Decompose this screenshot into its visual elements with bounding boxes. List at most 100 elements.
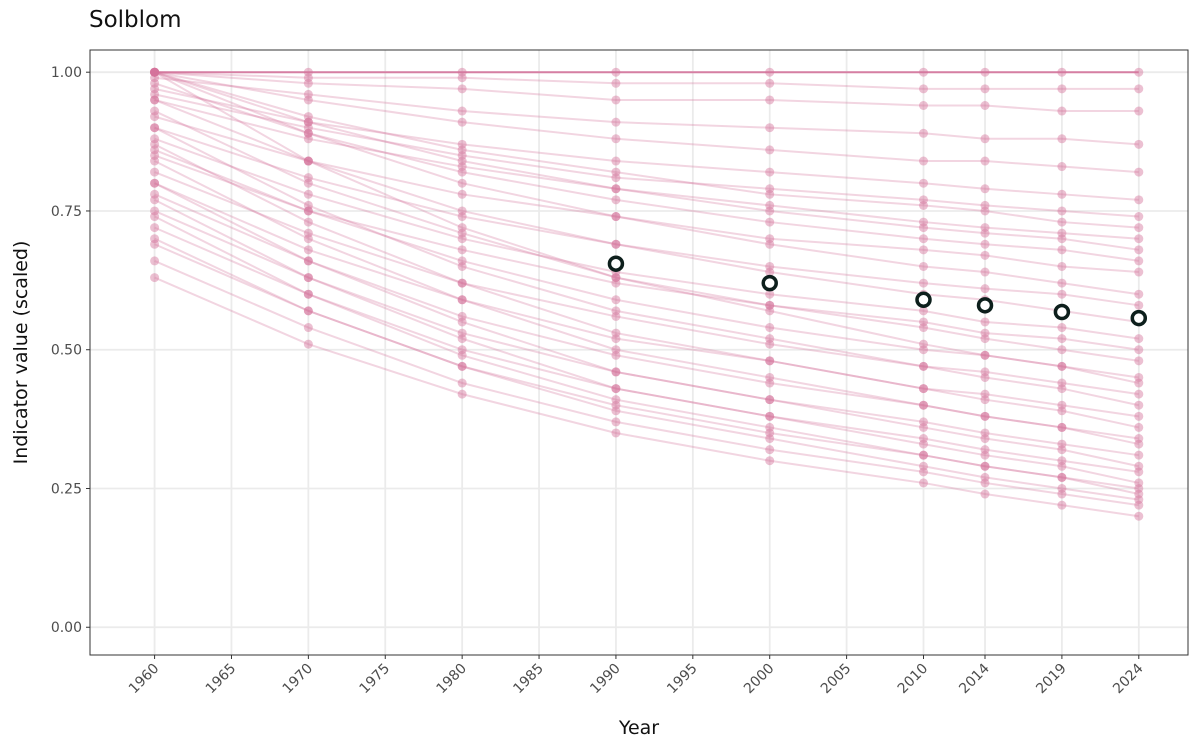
series-point [611, 167, 621, 177]
series-point [150, 67, 160, 77]
series-point [765, 339, 775, 349]
x-tick-label: 1990 [587, 661, 624, 698]
series-point [918, 84, 928, 94]
series-point [980, 134, 990, 144]
series-point [918, 434, 928, 444]
series-line [154, 182, 1139, 418]
y-axis-label: Indicator value (scaled) [10, 241, 32, 465]
series-point [918, 400, 928, 410]
series-point [611, 78, 621, 88]
x-tick-label: 1980 [433, 661, 470, 698]
series-point [303, 306, 313, 316]
series-line [154, 110, 1139, 362]
series-point [918, 223, 928, 233]
series-point [303, 200, 313, 210]
series-point [918, 467, 928, 477]
series-point [1134, 223, 1144, 233]
series-point [1057, 361, 1067, 371]
series-point [765, 239, 775, 249]
series-point [150, 167, 160, 177]
series-point [150, 145, 160, 155]
series-point [1057, 422, 1067, 432]
series-point [765, 289, 775, 299]
y-tick-label: 0.00 [51, 620, 82, 636]
series-point [918, 156, 928, 166]
series-point [611, 173, 621, 183]
series-point [1134, 511, 1144, 521]
series-point [303, 256, 313, 266]
series-point [918, 261, 928, 271]
series-point [457, 189, 467, 199]
series-point [457, 156, 467, 166]
series-point [303, 73, 313, 83]
series-line [154, 243, 1139, 490]
series-point [980, 478, 990, 488]
series-group [150, 67, 1144, 521]
series-line [154, 71, 1139, 113]
series-point [918, 217, 928, 227]
series-point [980, 228, 990, 238]
series-line [154, 143, 1140, 429]
series-point [1134, 461, 1144, 471]
series-point [150, 67, 160, 77]
series-point [980, 156, 990, 166]
series-point [1134, 167, 1144, 177]
series-point [1134, 67, 1144, 77]
series-point [303, 156, 313, 166]
series-point [1134, 212, 1144, 222]
series-point [150, 123, 160, 133]
series-point [980, 334, 990, 344]
mean-point [915, 291, 932, 309]
series-line [154, 160, 1140, 446]
series-point [611, 384, 621, 394]
series-point [980, 350, 990, 360]
series-line [154, 71, 1139, 251]
series-point [611, 184, 621, 194]
series-point [611, 306, 621, 316]
series-point [1057, 228, 1067, 238]
series-point [611, 395, 621, 405]
series-point [918, 361, 928, 371]
series-point [918, 384, 928, 394]
series-point [980, 200, 990, 210]
series-point [918, 178, 928, 188]
series-point [303, 289, 313, 299]
series-point [918, 317, 928, 327]
series-point [457, 350, 467, 360]
series-point [150, 139, 160, 149]
series-point [457, 228, 467, 238]
series-line [154, 171, 1139, 396]
series-point [1134, 434, 1144, 444]
series-point [303, 323, 313, 333]
series-point [1057, 500, 1067, 510]
series-point [303, 123, 313, 133]
series-line [154, 259, 1139, 507]
series-point [1134, 467, 1144, 477]
series-point [918, 245, 928, 255]
series-point [765, 300, 775, 310]
series-line [154, 115, 1139, 274]
series-point [980, 250, 990, 260]
series-point [1057, 245, 1067, 255]
series-point [765, 356, 775, 366]
series-point [1057, 323, 1067, 333]
series-point [611, 184, 621, 194]
series-point [1134, 478, 1144, 488]
series-point [765, 67, 775, 77]
series-line [154, 76, 1139, 146]
series-point [457, 256, 467, 266]
series-point [457, 67, 467, 77]
series-line [154, 71, 1139, 296]
series-point [611, 239, 621, 249]
series-line [154, 82, 1139, 262]
series-point [150, 67, 160, 77]
series-point [611, 67, 621, 77]
series-point [765, 267, 775, 277]
series-point [918, 461, 928, 471]
series-point [303, 78, 313, 88]
series-point [150, 73, 160, 83]
series-line [154, 71, 1139, 229]
series-point [457, 311, 467, 321]
series-point [457, 106, 467, 116]
series-point [457, 278, 467, 288]
